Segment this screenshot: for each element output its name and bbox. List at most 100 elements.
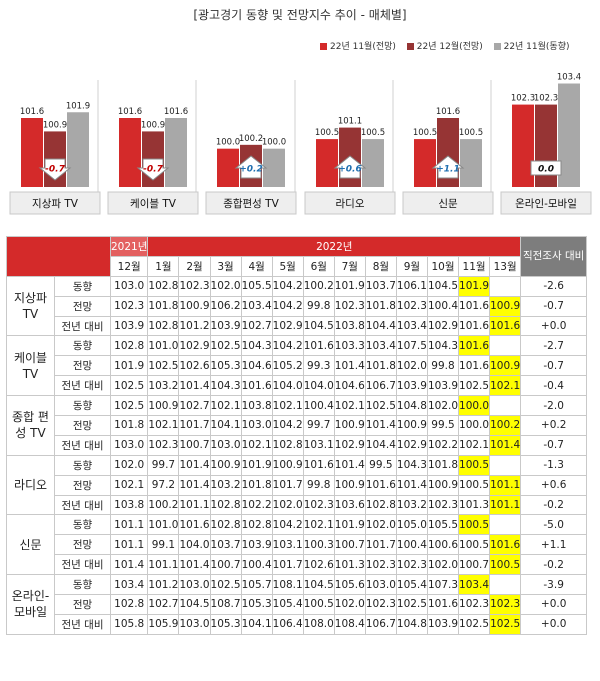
diff-value-cell: -3.9 — [520, 574, 588, 596]
bar-value-label: 101.6 — [118, 107, 142, 117]
index-value-cell: 102.8 — [209, 514, 242, 536]
index-table-container: 2021년 2022년 직전조사 대비 12월 1월 2월 3월 4월 5월 6월 7월 8월 9월 10… — [6, 236, 588, 635]
index-value-cell: 101.6 — [489, 534, 522, 556]
row-type-cell: 동향 — [54, 574, 111, 596]
index-value-cell: 101.4 — [178, 454, 211, 476]
row-type-cell: 전년 대비 — [54, 613, 111, 635]
change-arrow-up — [333, 155, 367, 179]
category-label: 신문 — [438, 198, 458, 210]
index-value-cell: 102.0 — [395, 355, 428, 377]
index-value-cell: 104.4 — [364, 315, 397, 337]
index-value-cell: 104.5 — [302, 574, 335, 596]
index-value-cell: 101.6 — [489, 315, 522, 337]
legend-swatch-red — [320, 43, 327, 50]
index-value-cell: 103.4 — [458, 574, 491, 596]
index-value-cell: 102.1 — [240, 434, 273, 456]
index-value-cell: 101.8 — [364, 355, 397, 377]
bar-chart: 101.6 100.9 101.9 -0.7 지상파 TV 101.6 100.9 101.6… — [9, 73, 592, 215]
index-value-cell: 100.9 — [178, 295, 211, 317]
index-value-cell: 101.8 — [426, 454, 460, 476]
index-value-cell: 100.7 — [209, 554, 242, 576]
index-value-cell: 101.6 — [458, 335, 491, 357]
bar — [362, 139, 384, 187]
index-value-cell: 101.0 — [147, 335, 180, 357]
table-month-row: 12월 1월 2월 3월 4월 5월 6월 7월 8월 9월 10월 11월 13월 — [7, 255, 587, 277]
index-value-cell: 101.6 — [458, 295, 491, 317]
index-value-cell: 102.2 — [240, 494, 273, 516]
index-value-cell: 100.0 — [458, 415, 491, 436]
row-type-cell: 전망 — [54, 415, 111, 436]
diff-value-cell: -0.7 — [520, 434, 588, 456]
chart-legend: 22년 11월(전망) 22년 12월(전망) 22년 11월(동향) — [320, 39, 578, 52]
legend-item-dec-forecast: 22년 12월(전망) — [406, 39, 483, 52]
index-value-cell — [489, 335, 522, 357]
index-value-cell: 101.6 — [426, 594, 460, 615]
index-value-cell: 103.7 — [364, 275, 397, 297]
row-type-cell: 전망 — [54, 534, 111, 556]
bar-value-label: 100.5 — [459, 128, 483, 138]
month-header: 11월 — [458, 255, 491, 277]
table-row: 지상파 TV 동향 103.0 102.8 102.3 102.0 105.5 104.2 10… — [6, 275, 588, 337]
index-value-cell: 104.6 — [333, 375, 366, 397]
index-value-cell: 102.9 — [333, 434, 366, 456]
index-value-cell: 105.3 — [209, 613, 242, 635]
table-row: 전망 101.1 99.1 104.0 103.7 103.9 103.1 100.3 100.… — [7, 534, 588, 556]
bar-value-label: 100.0 — [262, 138, 286, 148]
change-arrow-down — [38, 158, 72, 181]
row-type-cell: 동향 — [54, 275, 111, 297]
index-value-cell: 103.0 — [109, 434, 149, 456]
index-value-cell: 101.4 — [333, 454, 366, 476]
prev-survey-header: 직전조사 대비 — [520, 236, 588, 277]
index-value-cell: 101.3 — [333, 554, 366, 576]
index-value-cell: 100.3 — [302, 534, 335, 556]
index-value-cell: 102.1 — [109, 474, 149, 496]
diff-value-cell: -0.2 — [520, 494, 588, 516]
index-value-cell: 101.7 — [271, 474, 304, 496]
index-value-cell: 104.5 — [178, 594, 211, 615]
index-value-cell: 103.4 — [364, 335, 397, 357]
table-row: 전망 102.1 97.2 101.4 103.2 101.8 101.7 99.8 100.9… — [7, 474, 588, 496]
index-value-cell: 101.4 — [395, 474, 428, 496]
index-value-cell: 100.9 — [489, 295, 522, 317]
index-value-cell: 103.9 — [426, 613, 460, 635]
row-type-cell: 동향 — [54, 335, 111, 357]
index-value-cell: 101.1 — [489, 494, 522, 516]
index-value-cell: 101.6 — [364, 474, 397, 496]
index-value-cell: 102.5 — [489, 613, 522, 635]
index-value-cell: 103.0 — [240, 415, 273, 436]
bar-value-label: 100.2 — [239, 134, 263, 144]
bar-value-label: 102.3 — [511, 94, 535, 104]
index-value-cell: 101.1 — [109, 534, 149, 556]
row-type-cell: 동향 — [54, 514, 111, 536]
row-type-cell: 전망 — [54, 594, 111, 615]
bar — [512, 104, 534, 187]
index-value-cell: 100.2 — [489, 415, 522, 436]
index-value-cell: 103.2 — [395, 494, 428, 516]
index-value-cell: 100.7 — [458, 554, 491, 576]
index-value-cell: 100.5 — [302, 594, 335, 615]
index-value-cell: 103.6 — [333, 494, 366, 516]
index-value-cell: 102.7 — [240, 315, 273, 337]
index-value-cell: 97.2 — [147, 474, 180, 496]
diff-value-cell: +0.0 — [520, 594, 588, 615]
change-arrow-up — [431, 155, 465, 179]
bar — [558, 83, 580, 187]
index-value-cell: 105.8 — [109, 613, 149, 635]
index-value-cell: 102.3 — [333, 295, 366, 317]
category-label: 라디오 — [336, 198, 365, 210]
index-value-cell: 100.4 — [395, 534, 428, 556]
table-corner-cell — [6, 236, 111, 277]
index-value-cell: 102.3 — [458, 594, 491, 615]
index-value-cell: 107.5 — [395, 335, 428, 357]
index-value-cell — [489, 275, 522, 297]
index-value-cell: 104.8 — [395, 613, 428, 635]
index-value-cell: 103.8 — [333, 315, 366, 337]
index-value-cell: 102.0 — [209, 275, 242, 297]
change-arrow-up — [234, 155, 268, 179]
index-value-cell: 100.5 — [458, 474, 491, 496]
change-value: -0.7 — [45, 165, 65, 175]
index-value-cell: 101.3 — [458, 494, 491, 516]
index-value-cell: 102.9 — [426, 315, 460, 337]
media-category-cell: 케이블 TV — [6, 335, 55, 397]
index-value-cell: 102.0 — [426, 554, 460, 576]
